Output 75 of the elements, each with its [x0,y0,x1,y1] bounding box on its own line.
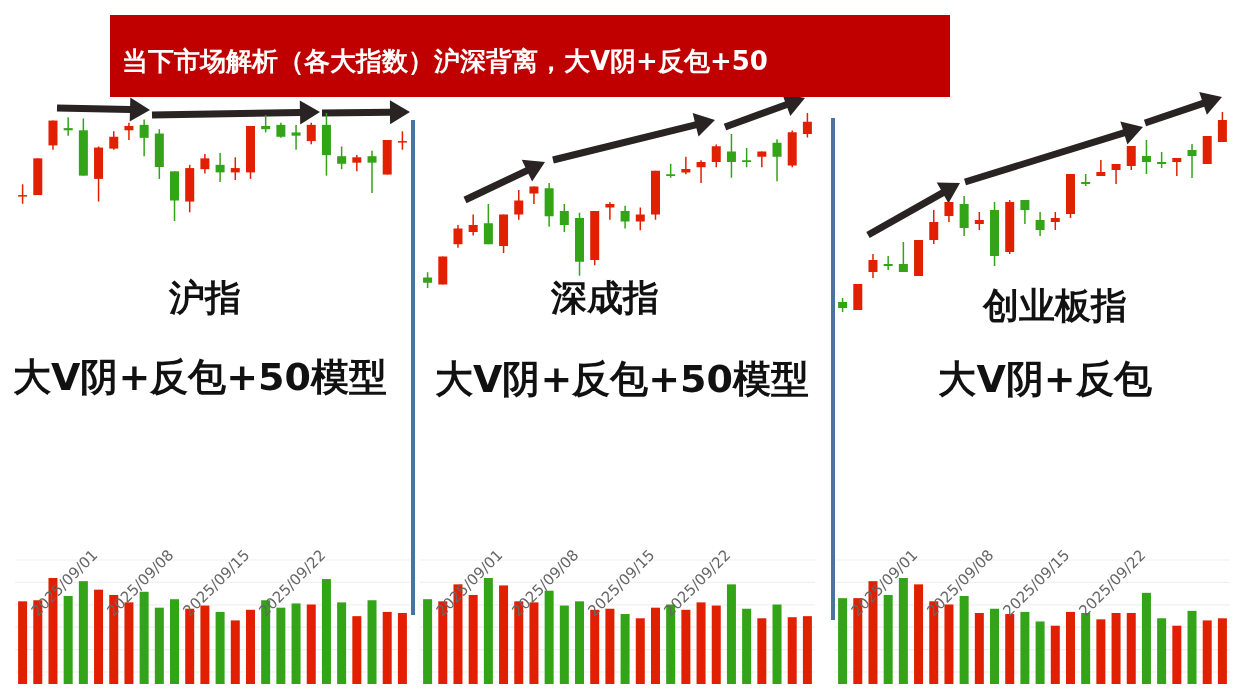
candlestick [1111,163,1121,185]
candlestick [306,121,316,146]
candlestick [959,195,969,237]
bar [367,600,377,684]
annotation: 深成指 [550,277,659,318]
candlestick [1020,199,1030,225]
candlestick [215,152,225,183]
candlestick [18,183,28,205]
bar [1050,625,1060,684]
bar [787,617,797,684]
bar [757,618,767,684]
bar [742,608,752,684]
candlestick [337,145,347,170]
candlestick [1217,111,1227,143]
candlestick [711,143,721,168]
bar [1096,619,1106,684]
bar [1187,610,1197,684]
candlestick [742,147,752,168]
candlestick [1096,159,1106,177]
text: 沪指 [168,277,241,318]
candlestick [397,130,407,151]
candlestick [1187,143,1197,179]
bar [1157,618,1167,684]
bar [620,614,630,684]
annotation: 创业板指 [982,285,1127,326]
candlestick [63,116,73,137]
bar [1172,625,1182,684]
candlestick [1172,157,1182,177]
bar [1035,621,1045,684]
bar [1005,614,1015,684]
candlestick [483,203,493,245]
candlestick [898,241,908,273]
candlestick [929,209,939,245]
candlestick [139,118,149,157]
candlestick [635,206,645,231]
bar [802,616,812,684]
candlestick [230,156,240,181]
text: 大V阴+反包 [938,357,1153,401]
candlestick [726,133,736,179]
candlestick [1126,145,1136,171]
bar [230,620,240,684]
bar [1202,620,1212,684]
candlestick [453,224,463,249]
candlestick [1141,139,1151,175]
candlestick [620,205,630,230]
candlestick [1035,211,1045,237]
candlestick [200,153,210,175]
candlestick [696,159,706,184]
bar [1217,618,1227,684]
bar [635,618,645,684]
candlestick [772,138,782,182]
candlestick [802,112,812,139]
bar [838,598,848,684]
bar [382,611,392,684]
text: 大V阴+反包+50模型 [435,357,809,401]
candlestick [124,121,134,141]
bar [772,604,782,684]
candlestick [468,213,478,237]
text: 大V阴+反包+50模型 [13,355,387,399]
candlestick [514,189,524,221]
chart-title: 当下市场解析（各大指数）沪深背离，大V阴+反包+50 [122,46,768,76]
candlestick [883,255,893,271]
candlestick [605,201,615,221]
candlestick [868,253,878,279]
bar [352,616,362,684]
candlestick [367,150,377,194]
candlestick [944,201,954,223]
candlestick [681,156,691,175]
candlestick [559,203,569,233]
candlestick [109,130,119,151]
bar [18,601,28,684]
bar [423,599,433,684]
bar [397,612,407,684]
candlestick [291,124,301,151]
bar [337,602,347,684]
